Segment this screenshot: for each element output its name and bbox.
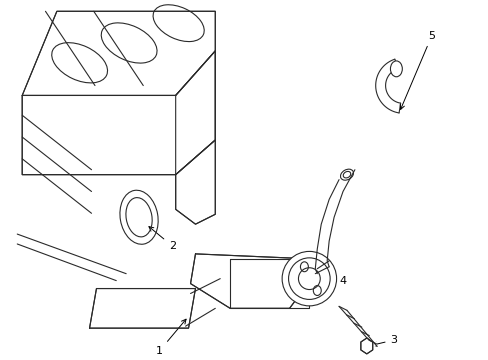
Ellipse shape <box>282 251 336 306</box>
Ellipse shape <box>389 61 402 77</box>
Text: 5: 5 <box>400 31 434 109</box>
Polygon shape <box>360 338 372 354</box>
Text: 2: 2 <box>149 227 176 251</box>
Polygon shape <box>89 288 195 328</box>
Polygon shape <box>190 254 309 309</box>
Polygon shape <box>22 51 215 175</box>
Polygon shape <box>175 140 215 224</box>
Text: 3: 3 <box>372 335 397 346</box>
Text: 4: 4 <box>322 272 346 285</box>
Polygon shape <box>22 11 215 95</box>
Text: 1: 1 <box>156 319 186 356</box>
